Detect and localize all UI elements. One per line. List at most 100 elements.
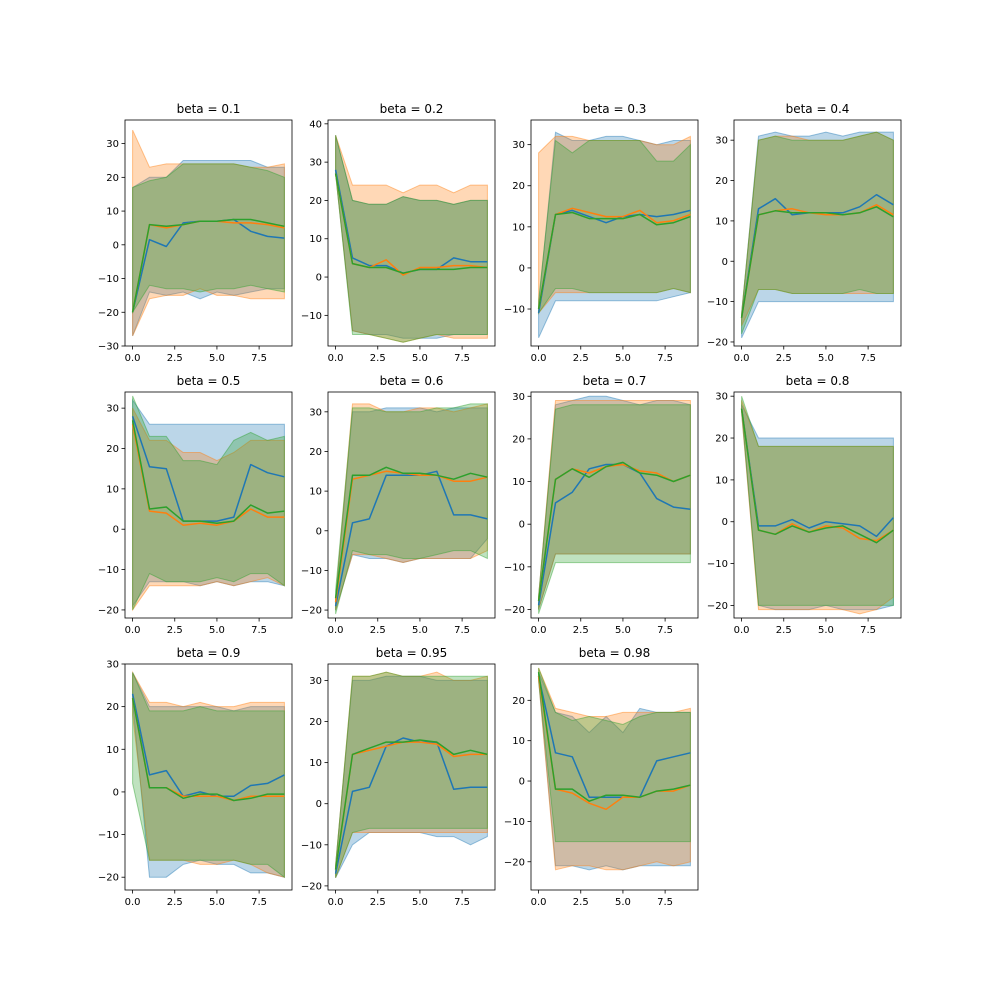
x-tick-label: 0.0 (125, 897, 141, 908)
axes-frame (124, 391, 293, 619)
axes-frame (124, 663, 293, 891)
band-series-2 (538, 667, 691, 843)
axes-frame (530, 391, 699, 619)
y-tick-label: −10 (301, 840, 322, 851)
y-tick-label: 20 (512, 696, 525, 707)
y-tick-label: −10 (707, 559, 728, 570)
plot-area (334, 135, 488, 343)
x-tick-label: 5.0 (412, 897, 428, 908)
subplot-4: 0.0 2.5 5.0 7.5 −20 −10 0 10 20 30 beta = 0.5 (98, 374, 293, 636)
subplot-10: 0.0 2.5 5.0 7.5 −20 −10 0 10 20 beta = 0.98 (504, 646, 699, 908)
band-series-1 (335, 671, 488, 878)
y-tick-label: −20 (98, 605, 119, 616)
plot-area (131, 395, 285, 612)
subplot-title: beta = 0.95 (376, 646, 447, 660)
band-series-1 (741, 131, 894, 327)
line-series-2 (131, 697, 285, 802)
x-tick-label: 7.5 (860, 353, 876, 364)
y-tick-label: −10 (301, 566, 322, 577)
x-tick-label: 0.0 (328, 353, 344, 364)
y-tick-label: 30 (512, 140, 525, 151)
y-tick-label: −20 (98, 873, 119, 884)
x-tick-label: 2.5 (370, 897, 386, 908)
y-tick-label: 0 (316, 799, 322, 810)
y-tick-label: 30 (106, 660, 119, 671)
line-series-2 (334, 739, 488, 870)
y-tick-label: 0 (722, 257, 728, 268)
y-tick-label: −30 (98, 342, 119, 353)
band-series-2 (132, 672, 285, 879)
axes-frame (733, 119, 902, 347)
axes-frame (327, 663, 496, 891)
x-tick-label: 2.5 (776, 353, 792, 364)
band-series-2 (335, 403, 488, 615)
y-tick-label: 10 (512, 477, 525, 488)
y-tick-label: 10 (512, 222, 525, 233)
subplot-2: 0.0 2.5 5.0 7.5 −10 0 10 20 30 beta = 0.3 (504, 102, 699, 364)
band-series-0 (335, 135, 488, 339)
y-tick-label: 10 (106, 745, 119, 756)
subplot-title: beta = 0.3 (583, 102, 647, 116)
x-tick-label: 0.0 (125, 625, 141, 636)
band-series-2 (132, 163, 285, 315)
band-series-0 (538, 395, 691, 610)
y-tick-label: 30 (715, 392, 728, 403)
band-series-2 (335, 671, 488, 878)
y-tick-label: 20 (715, 176, 728, 187)
plot-area (334, 403, 488, 615)
x-tick-label: 5.0 (818, 353, 834, 364)
band-series-0 (538, 131, 691, 339)
line-series-2 (537, 671, 691, 802)
x-tick-label: 2.5 (776, 625, 792, 636)
y-tick-label: 30 (309, 158, 322, 169)
y-tick-label: 10 (106, 484, 119, 495)
line-series-2 (334, 173, 488, 274)
x-tick-label: 2.5 (573, 625, 589, 636)
y-tick-label: 40 (309, 119, 322, 130)
x-tick-label: 2.5 (370, 353, 386, 364)
y-tick-label: 0 (113, 525, 119, 536)
y-tick-label: 0 (519, 520, 525, 531)
x-tick-label: 0.0 (328, 897, 344, 908)
x-tick-label: 0.0 (531, 897, 547, 908)
band-series-1 (538, 667, 691, 871)
y-tick-label: 10 (309, 758, 322, 769)
line-series-2 (334, 466, 488, 599)
subplot-title: beta = 0.2 (380, 102, 444, 116)
band-series-0 (132, 398, 285, 608)
y-tick-label: −10 (504, 817, 525, 828)
x-tick-label: 7.5 (251, 353, 267, 364)
axes-frame (530, 663, 699, 891)
y-tick-label: 10 (512, 736, 525, 747)
band-series-0 (335, 407, 488, 611)
x-tick-label: 0.0 (734, 625, 750, 636)
line-series-1 (334, 741, 488, 870)
subplot-1: 0.0 2.5 5.0 7.5 −10 0 10 20 30 40 beta = 0.2 (301, 102, 496, 364)
band-series-0 (132, 672, 285, 878)
line-series-0 (131, 415, 285, 522)
line-series-0 (740, 408, 894, 538)
y-tick-label: 20 (106, 444, 119, 455)
y-tick-label: −10 (301, 311, 322, 322)
x-tick-label: 5.0 (412, 625, 428, 636)
y-tick-label: 10 (715, 216, 728, 227)
y-tick-label: 10 (106, 207, 119, 218)
band-series-1 (741, 400, 894, 615)
subplot-title: beta = 0.1 (177, 102, 241, 116)
x-tick-label: 2.5 (167, 353, 183, 364)
y-tick-label: −10 (98, 565, 119, 576)
subplot-0: 0.0 2.5 5.0 7.5 −30 −20 −10 0 10 20 30 beta = 0.1 (98, 102, 293, 364)
band-series-0 (741, 404, 894, 611)
x-tick-label: 5.0 (615, 625, 631, 636)
plot-area (537, 131, 691, 339)
band-series-0 (538, 671, 691, 871)
subplot-title: beta = 0.6 (380, 374, 444, 388)
y-tick-label: −10 (98, 274, 119, 285)
subplot-title: beta = 0.8 (786, 374, 850, 388)
y-tick-label: −20 (504, 605, 525, 616)
y-tick-label: 30 (309, 407, 322, 418)
x-tick-label: 2.5 (167, 897, 183, 908)
y-tick-label: 0 (519, 263, 525, 274)
band-series-0 (741, 131, 894, 339)
